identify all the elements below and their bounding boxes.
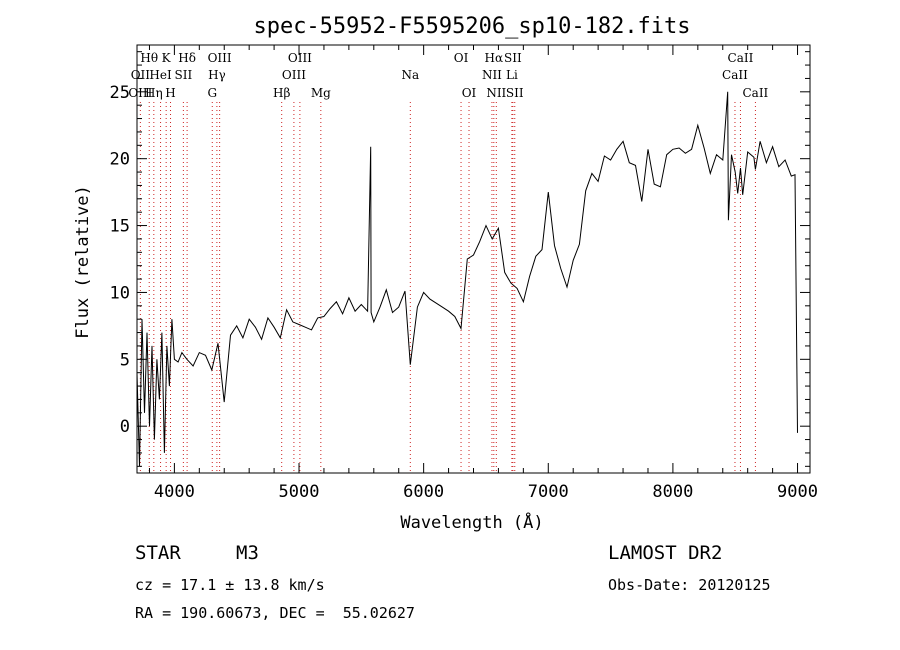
line-label: K bbox=[162, 51, 172, 65]
y-tick-label: 25 bbox=[110, 83, 130, 103]
line-label: OIII bbox=[128, 86, 152, 100]
y-tick-label: 20 bbox=[110, 150, 130, 170]
spectrum-line bbox=[136, 91, 798, 467]
x-tick-label: 6000 bbox=[403, 482, 444, 502]
x-tick-label: 7000 bbox=[528, 482, 569, 502]
line-label: Hβ bbox=[273, 86, 290, 100]
spectral-subclass: M3 bbox=[236, 542, 259, 564]
line-label: NII bbox=[486, 86, 506, 100]
x-axis-label: Wavelength (Å) bbox=[400, 511, 543, 533]
line-label: NII bbox=[482, 68, 502, 82]
redshift-value: cz = 17.1 ± 13.8 km/s bbox=[135, 576, 325, 594]
line-label: OIII bbox=[288, 51, 312, 65]
x-tick-label: 8000 bbox=[652, 482, 693, 502]
y-tick-label: 0 bbox=[120, 417, 130, 437]
line-label: Li bbox=[506, 68, 518, 82]
line-label: HeI bbox=[149, 68, 172, 82]
line-label: Na bbox=[401, 68, 419, 82]
coordinates: RA = 190.60673, DEC = 55.02627 bbox=[135, 604, 415, 622]
line-label: SII bbox=[504, 51, 522, 65]
line-label: OI bbox=[454, 51, 469, 65]
line-label: Hθ bbox=[140, 51, 158, 65]
line-label: CaII bbox=[722, 68, 748, 82]
y-axis: 0 5 10 15 20 25 bbox=[110, 51, 810, 467]
line-label: CaII bbox=[742, 86, 768, 100]
x-tick-label: 9000 bbox=[777, 482, 818, 502]
observation-date: Obs-Date: 20120125 bbox=[608, 576, 771, 594]
y-axis-label: Flux (relative) bbox=[73, 185, 93, 339]
x-tick-label: 5000 bbox=[279, 482, 320, 502]
line-label: Mg bbox=[311, 86, 331, 100]
line-label: Hγ bbox=[208, 68, 226, 82]
line-label: Hη bbox=[145, 86, 163, 100]
line-label: OII bbox=[131, 68, 151, 82]
survey-name: LAMOST DR2 bbox=[608, 542, 723, 564]
y-tick-label: 5 bbox=[120, 350, 130, 370]
y-tick-label: 15 bbox=[110, 217, 130, 237]
line-label: OIII bbox=[208, 51, 232, 65]
y-tick-label: 10 bbox=[110, 283, 130, 303]
line-label: Hα bbox=[485, 51, 504, 65]
line-label: SII bbox=[506, 86, 524, 100]
x-axis: 4000 5000 6000 7000 8000 9000 bbox=[148, 45, 818, 502]
line-label: OI bbox=[462, 86, 477, 100]
line-label: OIII bbox=[282, 68, 306, 82]
line-label: SII bbox=[175, 68, 193, 82]
object-type: STAR bbox=[135, 542, 181, 564]
line-label: G bbox=[207, 86, 217, 100]
x-tick-label: 4000 bbox=[154, 482, 195, 502]
plot-frame bbox=[136, 44, 811, 474]
chart-title: spec-55952-F5595206_sp10-182.fits bbox=[253, 14, 690, 39]
emission-line-markers bbox=[139, 102, 756, 473]
line-label: H bbox=[165, 86, 175, 100]
line-label: Hδ bbox=[178, 51, 196, 65]
line-label: CaII bbox=[728, 51, 754, 65]
